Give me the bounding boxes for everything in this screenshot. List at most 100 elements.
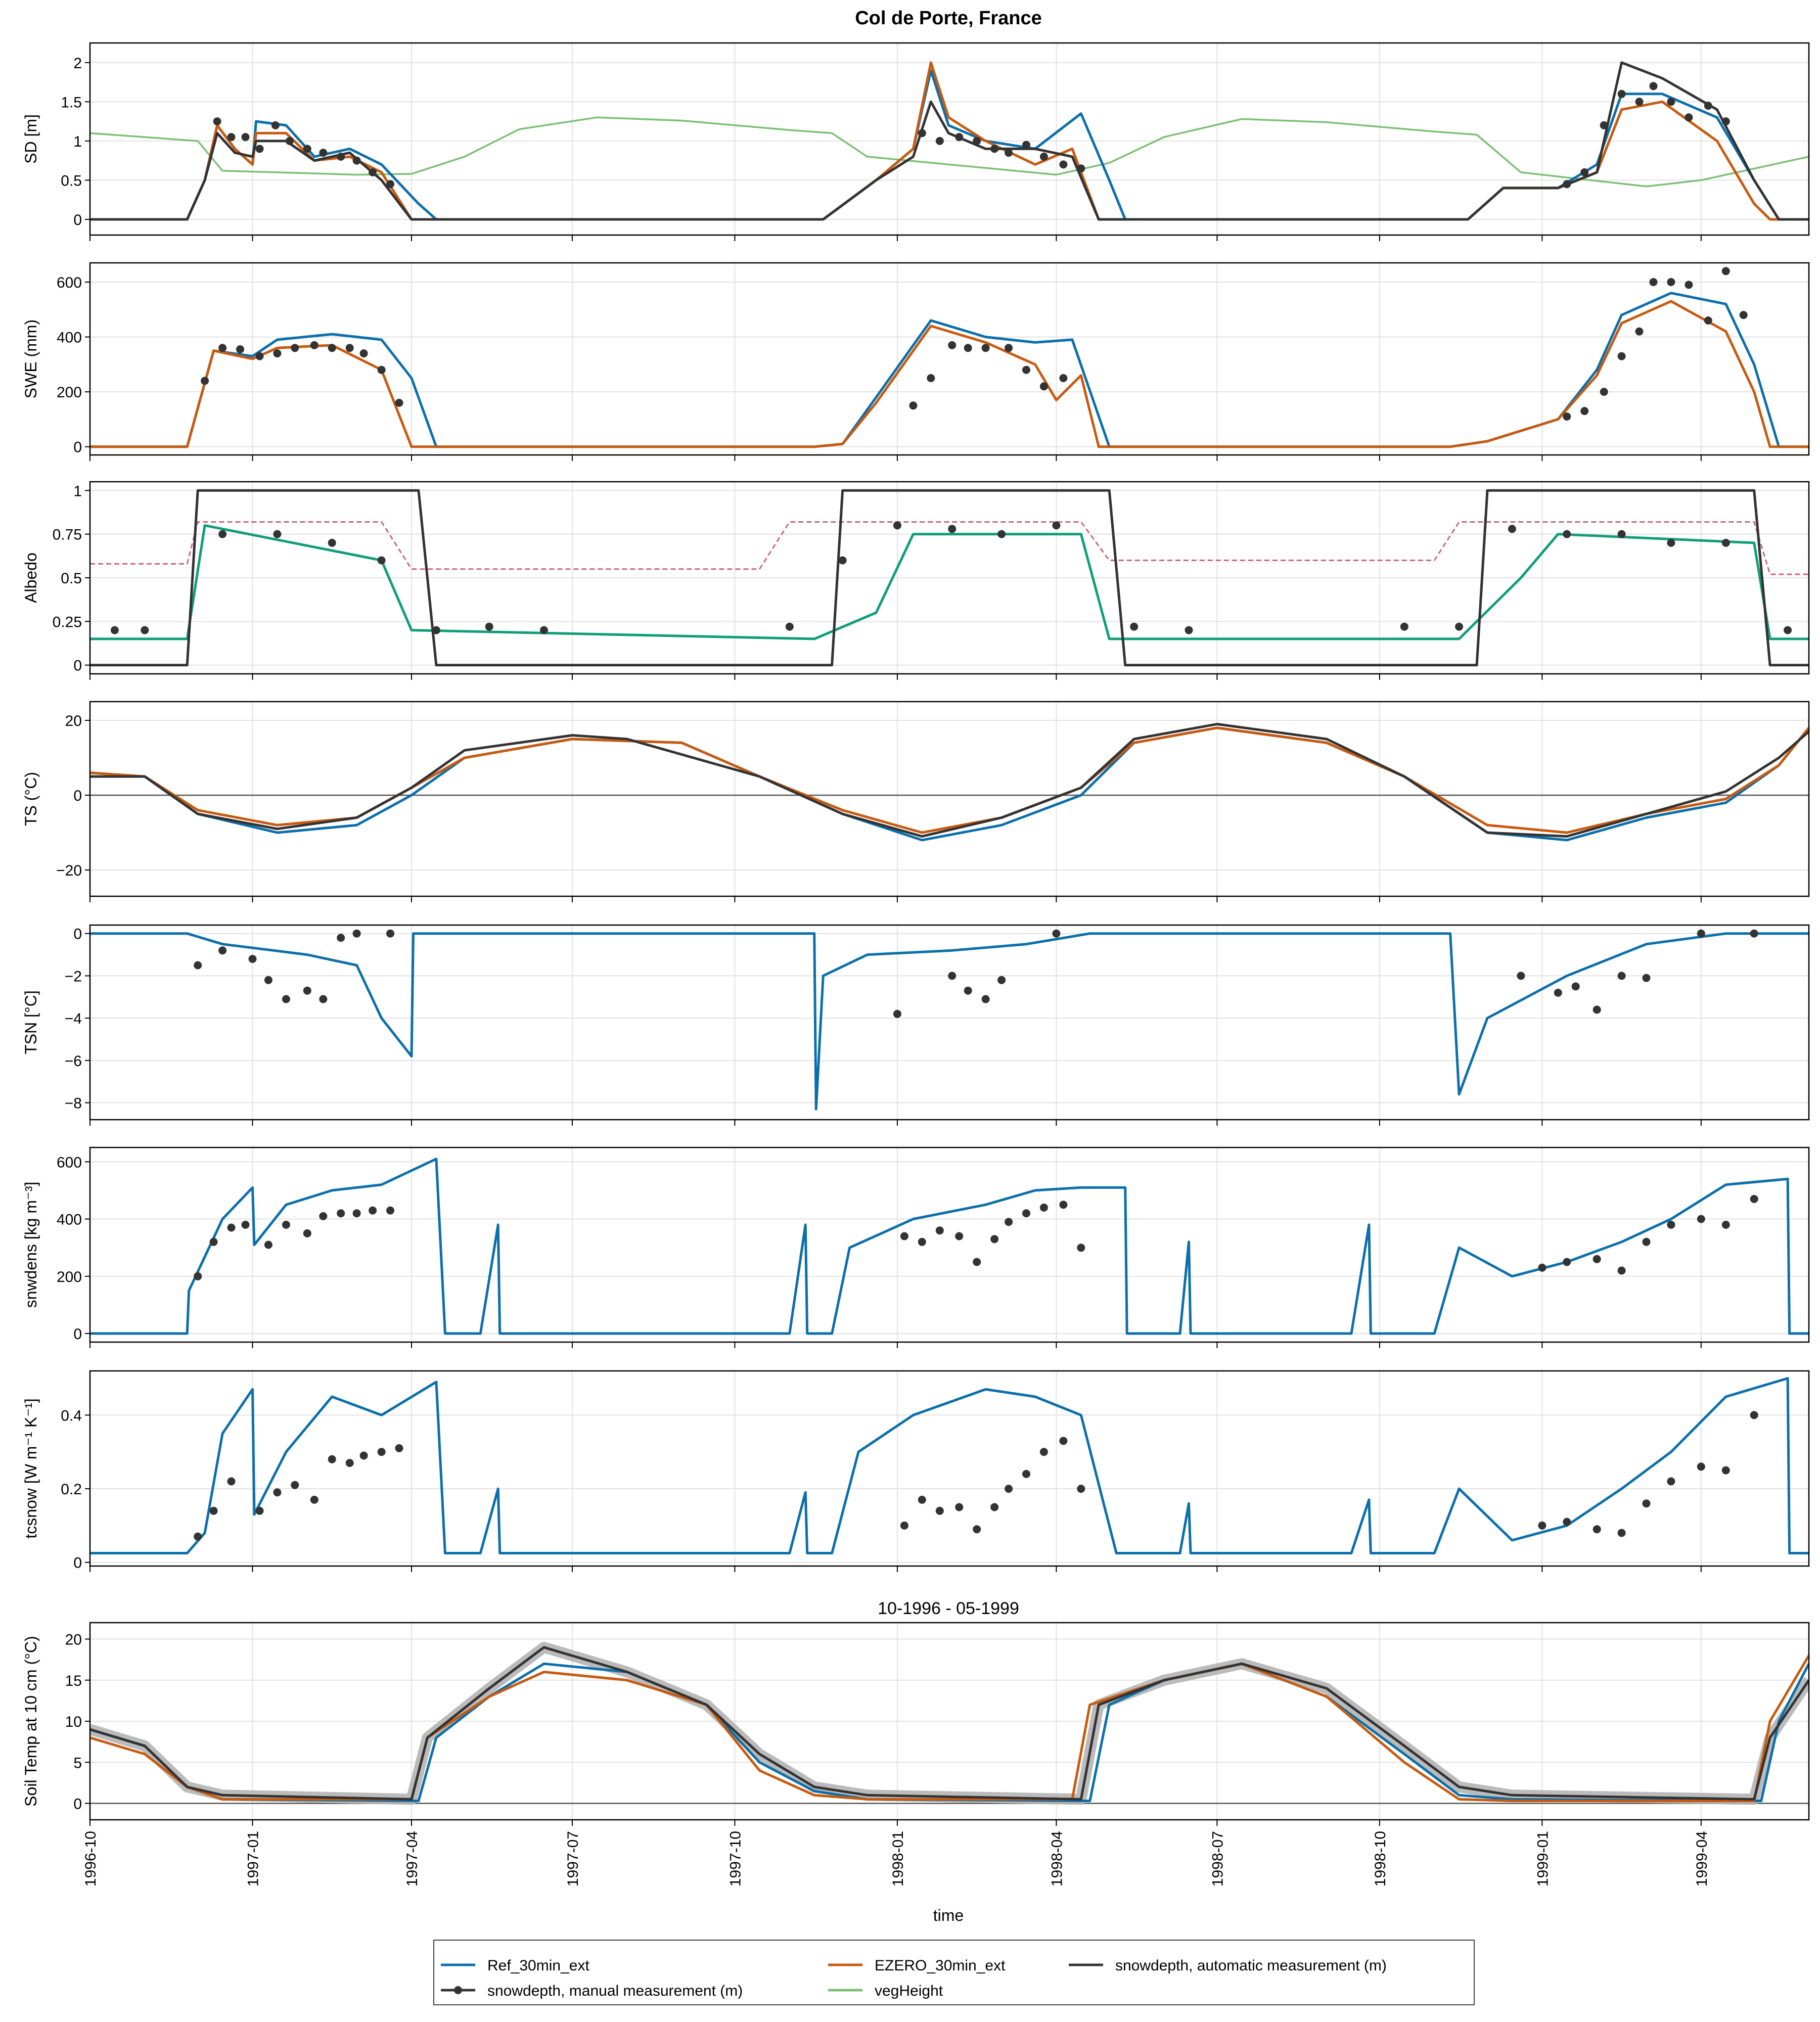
manual-marker — [227, 1477, 236, 1486]
manual-marker — [1600, 121, 1608, 129]
series-line-ref — [90, 292, 1809, 448]
manual-marker — [285, 136, 294, 145]
manual-marker — [218, 946, 227, 955]
plot-area-tsn — [90, 929, 1809, 1111]
manual-marker — [386, 1206, 394, 1215]
y-tick-label: 20 — [65, 1632, 82, 1648]
manual-marker — [1617, 89, 1626, 98]
y-tick-label: 0.5 — [61, 570, 82, 587]
x-tick-label: 1998-01 — [890, 1831, 906, 1887]
manual-marker — [213, 117, 221, 126]
manual-marker — [291, 1481, 299, 1489]
manual-marker — [1563, 1258, 1571, 1266]
manual-marker — [990, 145, 999, 153]
manual-marker — [1563, 412, 1571, 421]
legend-entry-manual: snowdepth, manual measurement (m) — [441, 1983, 743, 1999]
series-line-auto — [90, 722, 1809, 838]
manual-marker — [377, 556, 386, 565]
manual-marker — [1697, 1462, 1705, 1471]
y-tick-label: 5 — [73, 1755, 82, 1771]
manual-marker — [303, 145, 311, 153]
y-tick-label: 0 — [73, 926, 82, 943]
legend-label-auto: snowdepth, automatic measurement (m) — [1115, 1957, 1387, 1974]
manual-marker — [1571, 982, 1580, 991]
manual-marker — [935, 136, 944, 145]
legend-label-ezero: EZERO_30min_ext — [875, 1957, 1006, 1974]
manual-marker — [1455, 622, 1464, 631]
manual-marker — [1059, 1437, 1068, 1445]
manual-marker — [918, 1237, 926, 1246]
y-tick-label: 600 — [57, 274, 82, 291]
manual-marker — [352, 1209, 361, 1218]
y-tick-label: −4 — [65, 1010, 82, 1027]
legend: Ref_30min_ext EZERO_30min_ext snowdepth,… — [433, 1940, 1475, 2005]
manual-marker — [990, 1503, 999, 1511]
manual-marker — [1400, 622, 1408, 631]
series-line-auto — [90, 61, 1809, 221]
series-line-green_albedo — [90, 524, 1809, 640]
manual-marker — [1667, 98, 1675, 106]
y-axis-label: Albedo — [22, 553, 40, 603]
manual-marker — [1697, 1215, 1705, 1223]
legend-entry-ref: Ref_30min_ext — [441, 1957, 589, 1974]
x-tick-label: 1997-10 — [727, 1831, 744, 1887]
manual-marker — [990, 1235, 999, 1244]
manual-marker — [386, 929, 394, 938]
manual-marker — [1059, 1201, 1068, 1209]
legend-label-veg: vegHeight — [875, 1983, 943, 1999]
manual-marker — [1667, 278, 1675, 286]
manual-marker — [918, 1495, 926, 1504]
manual-marker — [1685, 281, 1693, 289]
y-tick-label: 20 — [65, 713, 82, 729]
manual-marker — [1554, 988, 1562, 997]
y-tick-label: −8 — [65, 1095, 82, 1112]
y-tick-label: 0 — [73, 439, 82, 456]
series-line-ref — [90, 932, 1809, 1111]
manual-marker — [395, 1444, 403, 1452]
series-line-ref — [90, 1662, 1809, 1803]
manual-marker — [209, 1237, 218, 1246]
manual-marker — [893, 1009, 901, 1018]
manual-marker — [1635, 327, 1644, 336]
manual-marker — [271, 121, 280, 129]
manual-marker — [909, 401, 918, 410]
manual-marker — [337, 1209, 345, 1218]
manual-marker — [955, 1232, 964, 1240]
manual-marker — [918, 129, 926, 137]
manual-marker — [201, 377, 209, 385]
manual-marker — [1750, 929, 1758, 938]
y-axis-label: SWE (mm) — [22, 319, 40, 398]
x-tick-label: 1998-10 — [1372, 1831, 1389, 1887]
panel-tsn: 0 −2 −4 −6 −8 TSN [°C] — [22, 924, 1810, 1126]
manual-marker — [110, 626, 119, 634]
manual-marker — [1600, 388, 1608, 396]
manual-marker — [1721, 538, 1730, 547]
y-tick-label: 200 — [57, 384, 82, 401]
manual-marker — [1580, 168, 1589, 176]
manual-marker — [955, 1503, 964, 1511]
x-tick-label: 1999-04 — [1694, 1831, 1710, 1887]
manual-marker — [1667, 1477, 1675, 1486]
manual-marker — [227, 133, 236, 142]
x-tick-label: 1997-01 — [245, 1831, 261, 1887]
panel-swe: 0 200 400 600 SWE (mm) — [22, 262, 1810, 461]
manual-marker — [1052, 929, 1061, 938]
manual-marker — [1649, 82, 1658, 90]
series-line-ezero — [90, 61, 1809, 221]
y-tick-label: 0 — [73, 1796, 82, 1813]
manual-marker — [1642, 1237, 1651, 1246]
manual-marker — [241, 133, 250, 142]
manual-marker — [1538, 1521, 1546, 1530]
axes-frame — [89, 262, 1810, 456]
manual-marker — [1635, 98, 1644, 106]
manual-marker — [369, 1206, 377, 1215]
manual-marker — [377, 365, 386, 374]
manual-marker — [1077, 1244, 1085, 1252]
axes-frame — [89, 1370, 1810, 1567]
manual-marker — [377, 1448, 386, 1456]
manual-marker — [485, 622, 493, 631]
manual-marker — [1517, 972, 1525, 980]
manual-marker — [1130, 622, 1139, 631]
manual-marker — [1704, 316, 1712, 325]
